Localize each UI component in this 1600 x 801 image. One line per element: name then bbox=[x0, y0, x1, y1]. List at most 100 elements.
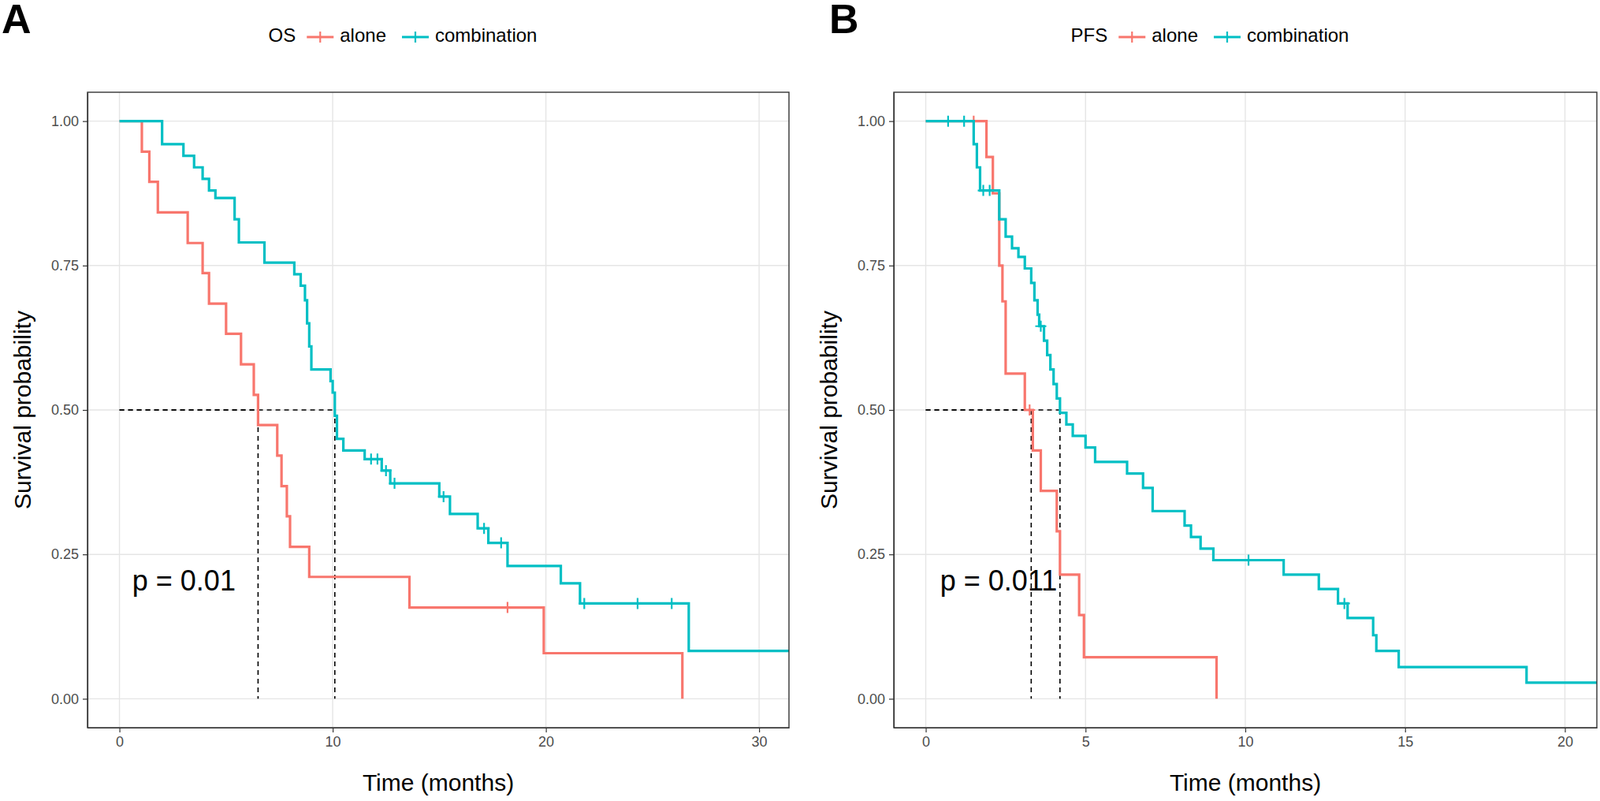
legend-marker bbox=[409, 31, 421, 43]
x-axis-title: Time (months) bbox=[362, 769, 514, 796]
tick-label: 0.50 bbox=[857, 401, 886, 418]
tick: 5 bbox=[1082, 727, 1091, 750]
legend: PFSalonecombination bbox=[1071, 24, 1350, 46]
median-line-h bbox=[119, 409, 335, 411]
tick: 0.50 bbox=[51, 401, 88, 418]
x-axis-title: Time (months) bbox=[1169, 769, 1321, 796]
tick-mark bbox=[1085, 727, 1087, 733]
censor-mark bbox=[372, 453, 384, 465]
legend-key bbox=[306, 31, 334, 43]
tick-label: 0.00 bbox=[857, 691, 886, 707]
grid-line-y bbox=[87, 264, 789, 266]
censor-mark bbox=[984, 185, 996, 197]
tick: 0.25 bbox=[857, 546, 894, 562]
tick-mark bbox=[925, 727, 927, 733]
y-axis-title: Survival probability bbox=[9, 310, 36, 510]
tick-mark bbox=[82, 409, 88, 411]
legend-title: PFS bbox=[1071, 24, 1109, 46]
median-line-h bbox=[926, 409, 1061, 411]
y-axis: 0.00 0.25 0.50 0.75 1.00 bbox=[51, 93, 89, 729]
tick-label: 0 bbox=[922, 733, 931, 750]
legend-label: combination bbox=[435, 24, 537, 46]
panel-tag: B bbox=[829, 0, 860, 42]
tick-label: 20 bbox=[538, 733, 555, 750]
legend-marker bbox=[1126, 31, 1138, 43]
tick: 10 bbox=[1237, 727, 1254, 750]
x-axis: 0 5 10 15 20 bbox=[894, 727, 1598, 750]
censor-mark bbox=[389, 477, 401, 489]
legend-label: alone bbox=[339, 24, 387, 46]
tick-mark bbox=[1564, 727, 1566, 733]
tick: 30 bbox=[751, 727, 768, 750]
tick-mark bbox=[1405, 727, 1407, 733]
tick-mark bbox=[82, 554, 88, 555]
tick: 1.00 bbox=[857, 113, 894, 130]
panel-tag: A bbox=[1, 0, 32, 42]
x-axis: 0102030 bbox=[88, 727, 790, 750]
panel-border bbox=[87, 92, 789, 728]
legend: OSalonecombination bbox=[268, 24, 538, 46]
legend-marker bbox=[1221, 31, 1233, 43]
tick-label: 0.25 bbox=[857, 546, 886, 562]
grid-line-y bbox=[87, 553, 789, 555]
p-value: p = 0.01 bbox=[132, 564, 236, 597]
censor-mark bbox=[578, 597, 590, 609]
panel: 01020300.000.250.500.751.00p = 0.01Time … bbox=[1, 0, 790, 796]
p-value: p = 0.011 bbox=[940, 564, 1057, 597]
survival-curve bbox=[119, 121, 683, 700]
legend-key bbox=[1118, 31, 1146, 43]
censor-mark bbox=[942, 115, 954, 127]
tick-label: 1.00 bbox=[857, 113, 886, 130]
censor-mark bbox=[478, 522, 490, 534]
plot-background bbox=[87, 92, 789, 728]
tick-mark bbox=[889, 121, 894, 123]
tick: 0 bbox=[922, 727, 931, 750]
tick: 15 bbox=[1397, 727, 1414, 750]
tick-mark bbox=[759, 727, 760, 733]
survival-curve bbox=[119, 121, 789, 652]
panel-border bbox=[893, 92, 1597, 728]
tick-label: 10 bbox=[325, 733, 342, 750]
censor-mark bbox=[1339, 597, 1351, 609]
tick: 0.00 bbox=[857, 691, 894, 707]
tick-mark bbox=[82, 121, 88, 123]
tick-mark bbox=[546, 727, 547, 733]
survival-curve bbox=[926, 121, 1597, 683]
censor-mark bbox=[438, 491, 450, 503]
median-line-v bbox=[257, 409, 260, 699]
tick-mark bbox=[119, 727, 120, 733]
tick-mark bbox=[889, 409, 894, 411]
median-line-v bbox=[334, 409, 336, 699]
censor-mark bbox=[495, 537, 507, 549]
grid-line-y bbox=[893, 553, 1597, 555]
figure: 0 10 20 30 0.00 0.25 0.50 0.75 1.00 p = 0.01 Time … bbox=[0, 0, 1600, 801]
tick-label: 0.75 bbox=[51, 257, 79, 274]
censor-mark bbox=[380, 465, 392, 477]
legend-key bbox=[1213, 31, 1241, 43]
tick-mark bbox=[889, 265, 894, 267]
tick: 0.25 bbox=[51, 546, 88, 562]
tick-label: 20 bbox=[1557, 733, 1574, 750]
tick: 0.00 bbox=[51, 691, 88, 707]
median-line-v bbox=[1030, 409, 1033, 699]
plot-area bbox=[926, 115, 1597, 700]
grid-line-y bbox=[893, 120, 1597, 122]
tick: 1.00 bbox=[51, 113, 88, 130]
grid-line-y bbox=[87, 409, 789, 410]
censor-mark bbox=[1023, 404, 1035, 416]
censor-mark bbox=[1242, 554, 1254, 566]
tick-mark bbox=[82, 265, 88, 267]
legend-marker bbox=[314, 31, 326, 43]
tick: 0.50 bbox=[857, 401, 894, 418]
grid bbox=[893, 92, 1597, 728]
tick-label: 30 bbox=[751, 733, 768, 750]
tick: 0.75 bbox=[857, 257, 894, 274]
legend-key bbox=[401, 31, 429, 43]
tick: 20 bbox=[1557, 727, 1574, 750]
censor-mark bbox=[958, 115, 970, 127]
legend-label: alone bbox=[1151, 24, 1199, 46]
y-axis-title: Survival probability bbox=[815, 310, 842, 510]
tick-mark bbox=[82, 698, 88, 700]
grid bbox=[87, 92, 789, 728]
y-axis: 0.00 0.25 0.50 0.75 1.00 bbox=[857, 93, 895, 729]
